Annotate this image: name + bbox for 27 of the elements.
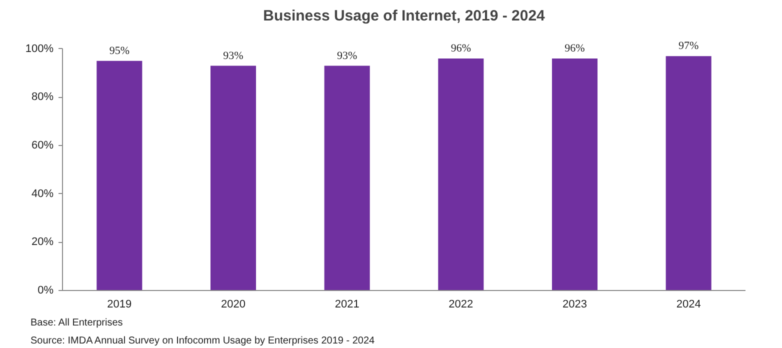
data-label: 93%	[337, 50, 358, 62]
bar	[96, 60, 142, 290]
bar	[210, 66, 256, 290]
y-tick-label: 0%	[38, 284, 54, 296]
x-tick-label: 2022	[448, 298, 474, 310]
x-tick-label: 2024	[676, 298, 701, 310]
x-tick-label: 2019	[107, 298, 132, 310]
bar	[438, 58, 484, 290]
data-label: 96%	[564, 42, 585, 54]
x-tick-label: 2021	[334, 298, 360, 310]
data-label: 93%	[223, 50, 244, 62]
bar	[324, 66, 370, 290]
text: Base: All Enterprises	[30, 318, 123, 328]
bar	[666, 56, 712, 290]
data-label: 97%	[678, 40, 699, 52]
bar	[552, 58, 598, 290]
data-label: 95%	[109, 44, 130, 57]
y-tick-label: 40%	[31, 188, 54, 200]
data-label: 96%	[450, 42, 472, 54]
x-tick-label: 2023	[562, 298, 587, 310]
y-tick-label: 60%	[31, 140, 54, 152]
y-tick-label: 20%	[31, 236, 54, 248]
source-note: Source: IMDA Annual Survey on Infocomm Usage by Enterprises 2019 - 2024	[30, 336, 376, 346]
x-tick-label: 2020	[221, 298, 246, 310]
y-tick-label: 100%	[25, 42, 54, 55]
y-tick-label: 80%	[31, 91, 54, 104]
chart-title: Business Usage of Internet, 2019 - 2024	[263, 8, 546, 24]
